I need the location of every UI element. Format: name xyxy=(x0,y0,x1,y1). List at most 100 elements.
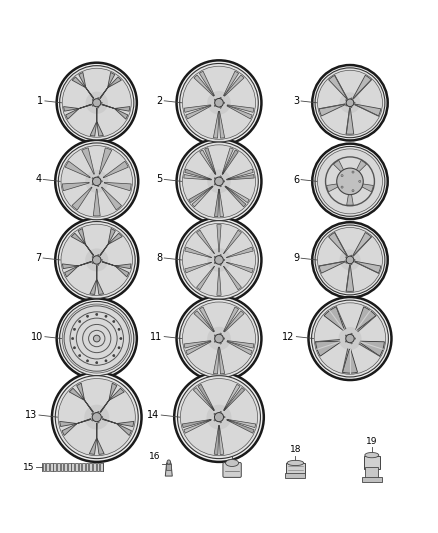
Polygon shape xyxy=(62,262,92,269)
Polygon shape xyxy=(77,383,93,413)
Text: 11: 11 xyxy=(150,332,162,342)
Ellipse shape xyxy=(61,224,132,296)
Ellipse shape xyxy=(345,335,346,336)
Polygon shape xyxy=(103,161,128,178)
Ellipse shape xyxy=(226,459,239,466)
Polygon shape xyxy=(226,169,253,180)
Polygon shape xyxy=(194,75,214,96)
Polygon shape xyxy=(200,150,215,174)
Ellipse shape xyxy=(345,341,346,342)
Polygon shape xyxy=(185,262,212,273)
Ellipse shape xyxy=(183,302,255,375)
Bar xyxy=(86,463,88,471)
Polygon shape xyxy=(327,183,343,192)
Ellipse shape xyxy=(315,68,385,138)
Polygon shape xyxy=(224,75,244,96)
Polygon shape xyxy=(186,341,211,354)
Polygon shape xyxy=(315,341,340,356)
Polygon shape xyxy=(328,75,347,99)
Ellipse shape xyxy=(113,354,115,357)
Ellipse shape xyxy=(337,168,363,195)
Polygon shape xyxy=(223,384,240,410)
Ellipse shape xyxy=(177,217,261,302)
Polygon shape xyxy=(222,148,233,174)
Ellipse shape xyxy=(101,181,102,182)
Polygon shape xyxy=(223,150,238,174)
Polygon shape xyxy=(199,307,215,332)
Ellipse shape xyxy=(341,186,343,188)
Polygon shape xyxy=(102,419,134,426)
Ellipse shape xyxy=(120,337,122,340)
Polygon shape xyxy=(185,247,212,257)
Ellipse shape xyxy=(220,107,221,108)
Ellipse shape xyxy=(73,346,76,349)
Ellipse shape xyxy=(105,315,107,317)
Ellipse shape xyxy=(98,107,99,108)
Ellipse shape xyxy=(183,66,255,139)
Ellipse shape xyxy=(207,91,231,115)
Text: 5: 5 xyxy=(156,174,162,184)
Ellipse shape xyxy=(92,184,93,185)
Polygon shape xyxy=(357,183,373,192)
Ellipse shape xyxy=(60,66,134,140)
Ellipse shape xyxy=(92,105,93,106)
Ellipse shape xyxy=(351,107,352,108)
Bar xyxy=(78,463,81,471)
Ellipse shape xyxy=(95,361,98,364)
Bar xyxy=(57,463,60,471)
Polygon shape xyxy=(100,383,117,413)
Ellipse shape xyxy=(95,313,98,316)
Polygon shape xyxy=(102,262,129,277)
Ellipse shape xyxy=(92,99,93,101)
Ellipse shape xyxy=(352,171,354,173)
Polygon shape xyxy=(69,389,93,413)
Ellipse shape xyxy=(214,105,215,107)
Text: 1: 1 xyxy=(37,96,43,106)
Ellipse shape xyxy=(98,98,99,99)
Ellipse shape xyxy=(180,142,258,221)
Ellipse shape xyxy=(220,185,221,187)
Ellipse shape xyxy=(214,177,215,179)
Polygon shape xyxy=(64,104,92,111)
Ellipse shape xyxy=(214,413,215,415)
Ellipse shape xyxy=(167,460,170,464)
Ellipse shape xyxy=(215,413,223,422)
Ellipse shape xyxy=(214,256,215,257)
Polygon shape xyxy=(193,387,214,410)
Polygon shape xyxy=(60,419,91,426)
Polygon shape xyxy=(213,111,219,138)
Ellipse shape xyxy=(105,360,107,362)
Text: 8: 8 xyxy=(156,253,162,263)
Ellipse shape xyxy=(312,143,388,219)
Ellipse shape xyxy=(61,146,132,217)
Ellipse shape xyxy=(318,70,382,135)
Polygon shape xyxy=(192,187,213,207)
Ellipse shape xyxy=(339,249,360,270)
Polygon shape xyxy=(356,307,376,330)
Ellipse shape xyxy=(98,264,99,265)
Polygon shape xyxy=(227,174,254,180)
Polygon shape xyxy=(324,307,344,330)
Polygon shape xyxy=(184,419,211,433)
Ellipse shape xyxy=(214,262,215,264)
Ellipse shape xyxy=(55,219,138,302)
Polygon shape xyxy=(225,187,246,207)
Ellipse shape xyxy=(113,320,115,322)
Polygon shape xyxy=(319,104,345,116)
Polygon shape xyxy=(96,266,104,294)
Polygon shape xyxy=(62,419,91,435)
Polygon shape xyxy=(165,463,172,476)
Ellipse shape xyxy=(318,228,382,293)
Text: 6: 6 xyxy=(293,175,299,184)
Polygon shape xyxy=(226,247,253,257)
Ellipse shape xyxy=(62,68,131,138)
Polygon shape xyxy=(227,341,252,354)
Polygon shape xyxy=(217,268,221,295)
Ellipse shape xyxy=(102,416,103,418)
Ellipse shape xyxy=(315,147,385,216)
Ellipse shape xyxy=(220,343,221,344)
Bar xyxy=(75,463,78,471)
Polygon shape xyxy=(71,233,94,255)
Polygon shape xyxy=(219,425,224,455)
Polygon shape xyxy=(333,160,346,175)
